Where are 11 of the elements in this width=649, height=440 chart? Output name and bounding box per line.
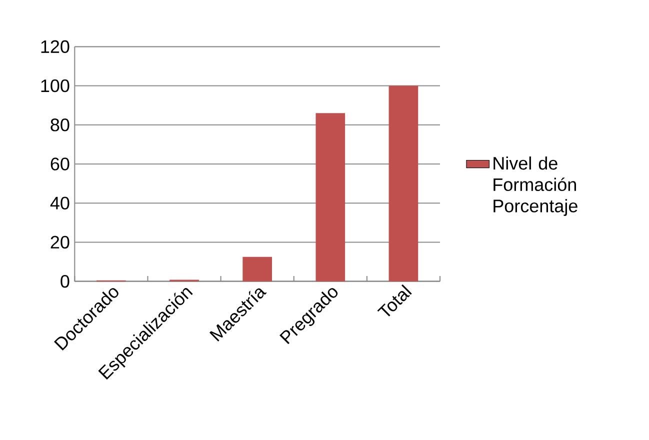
y-tick-label: 40 [50,196,70,210]
y-tick-label: 100 [41,79,70,92]
y-tick-label: 80 [50,118,70,132]
bar [388,86,418,282]
y-tick-label: 20 [50,236,70,249]
y-tick-label: 0 [60,274,70,288]
bar [242,256,272,282]
y-tick-label: 60 [50,158,70,170]
y-tick-label: 120 [41,40,70,54]
bar [316,113,346,282]
legend-label: Nivel de Formación Porcentaje [494,156,578,216]
